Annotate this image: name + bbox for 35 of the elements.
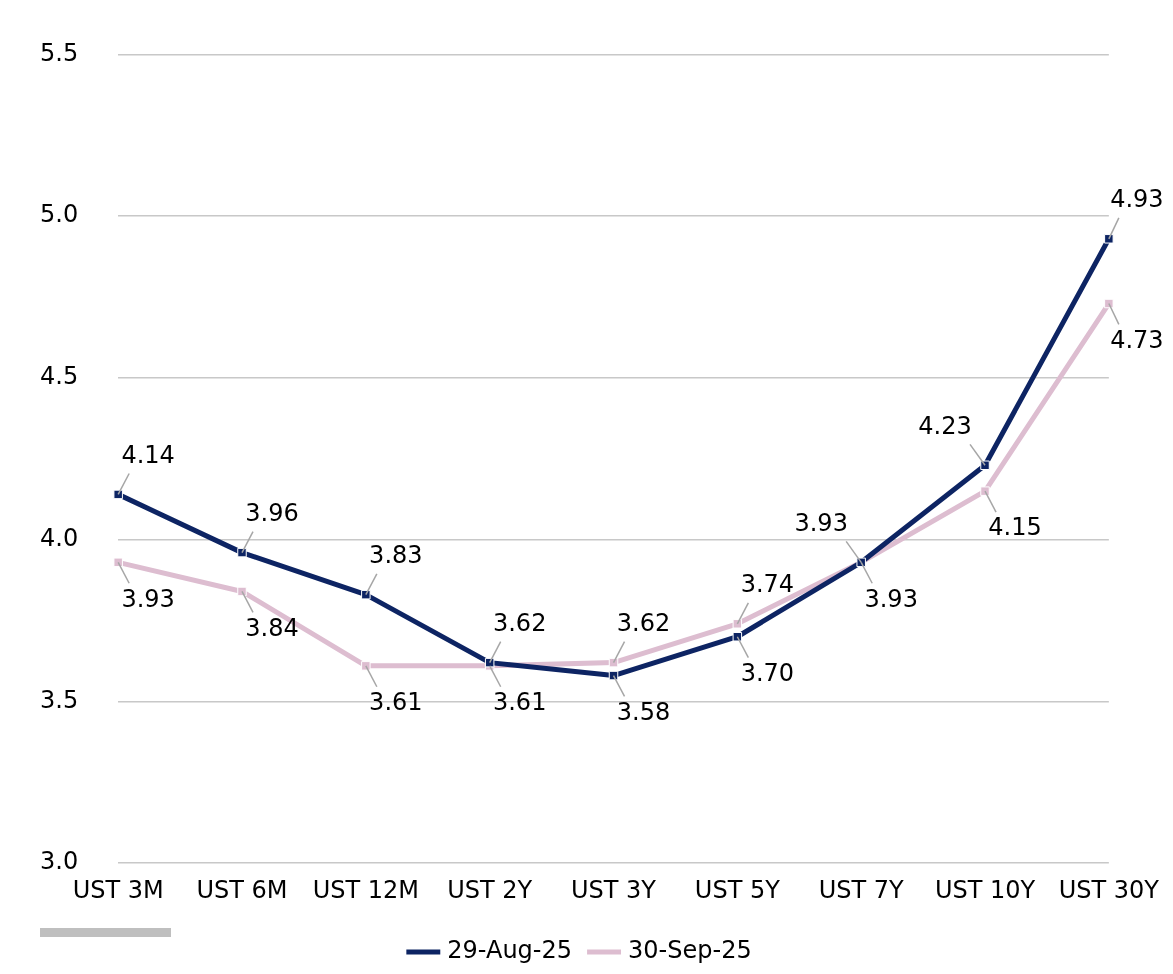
y-tick-label: 5.0 (40, 200, 79, 229)
data-label: 3.58 (616, 697, 671, 726)
data-label: 3.93 (121, 584, 175, 613)
data-label: 4.14 (121, 440, 175, 469)
y-tick-label: 4.5 (40, 362, 79, 391)
data-label: 3.93 (794, 508, 848, 537)
data-label: 3.61 (369, 688, 423, 717)
x-tick-label: UST 6M (196, 875, 288, 904)
y-tick-label: 5.5 (40, 38, 79, 67)
x-tick-label: UST 7Y (818, 875, 905, 904)
data-label: 4.73 (1110, 325, 1164, 354)
x-tick-label: UST 10Y (934, 875, 1036, 904)
data-label: 3.62 (616, 608, 671, 637)
x-tick-label: UST 5Y (694, 875, 781, 904)
legend-label: 29-Aug-25 (447, 936, 573, 965)
data-label: 4.15 (988, 513, 1042, 542)
y-tick-label: 3.5 (40, 685, 79, 714)
data-label: 3.83 (369, 540, 423, 569)
y-tick-label: 3.0 (40, 847, 79, 876)
data-label: 3.70 (740, 658, 795, 687)
x-tick-label: UST 2Y (447, 875, 533, 904)
data-label: 4.93 (1110, 185, 1164, 214)
data-label: 3.93 (864, 584, 918, 613)
x-tick-label: UST 3Y (571, 875, 657, 904)
data-label: 3.74 (740, 570, 795, 599)
x-tick-label: UST 12M (312, 875, 420, 904)
y-tick-label: 4.0 (40, 523, 79, 552)
x-tick-label: UST 3M (72, 875, 164, 904)
legend-label: 30-Sep-25 (628, 936, 752, 965)
x-tick-label: UST 30Y (1058, 875, 1160, 904)
data-label: 3.96 (245, 498, 299, 527)
data-label: 4.23 (918, 411, 972, 440)
data-label: 3.62 (492, 608, 547, 637)
data-label: 3.84 (245, 613, 299, 642)
data-label: 3.61 (492, 688, 547, 717)
